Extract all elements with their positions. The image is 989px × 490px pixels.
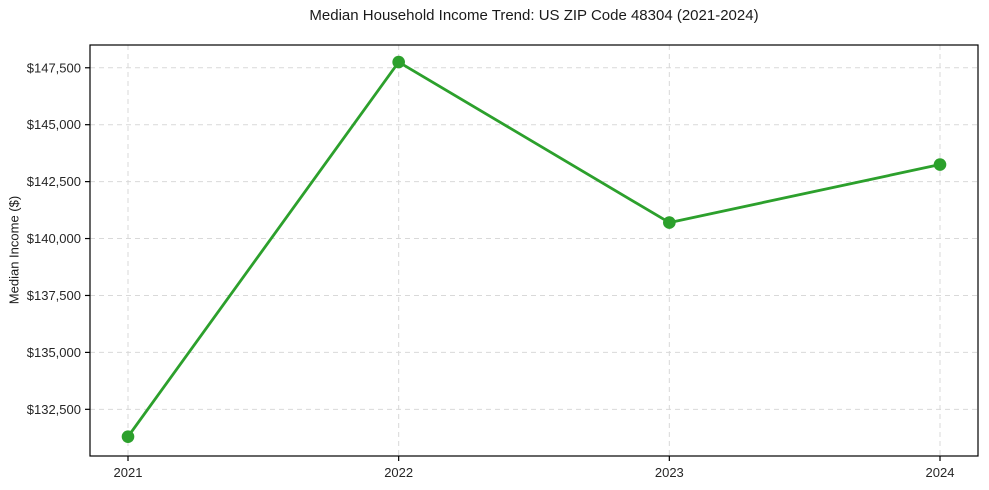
plot-border xyxy=(89,44,979,457)
y-tick-label: $132,500 xyxy=(27,402,81,417)
y-tick-label: $142,500 xyxy=(27,174,81,189)
data-point-2023 xyxy=(663,216,676,229)
data-point-2021 xyxy=(121,430,135,443)
data-point-2022 xyxy=(392,55,405,69)
y-tick-label: $140,000 xyxy=(27,231,81,246)
y-tick-label: $137,500 xyxy=(27,288,81,303)
x-tick-label: 2022 xyxy=(384,465,413,480)
y-tick-label: $147,500 xyxy=(27,60,81,75)
trend-line xyxy=(126,60,942,439)
x-tick-label: 2023 xyxy=(655,465,684,480)
data-point-2024 xyxy=(933,158,947,171)
chart-title: Median Household Income Trend: US ZIP Co… xyxy=(309,7,759,24)
y-tick-label: $145,000 xyxy=(27,117,81,132)
y-tick-label: $135,000 xyxy=(27,345,81,360)
x-tick-label: 2024 xyxy=(926,465,955,480)
x-tick-label: 2021 xyxy=(114,465,143,480)
